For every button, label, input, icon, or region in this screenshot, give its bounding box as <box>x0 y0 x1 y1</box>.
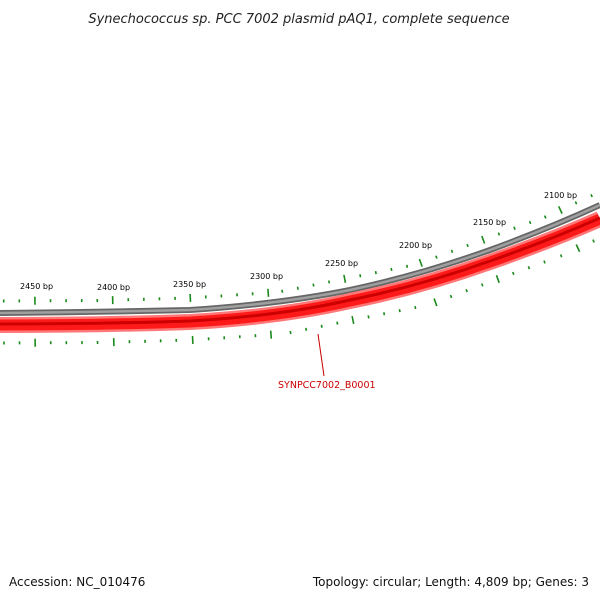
outer-scale-ticks <box>2 193 593 305</box>
scale-tick <box>543 260 546 264</box>
scale-tick <box>406 264 409 268</box>
scale-tick <box>559 254 563 258</box>
scale-tick <box>281 289 284 293</box>
scale-tick <box>592 239 595 243</box>
scale-tick <box>590 193 593 198</box>
scale-tick <box>481 235 486 244</box>
scale-label: 2400 bp <box>97 283 130 292</box>
scale-tick <box>450 249 454 253</box>
scale-tick <box>495 275 500 284</box>
scale-tick <box>543 215 547 219</box>
scale-tick <box>480 283 484 287</box>
scale-tick <box>367 315 370 319</box>
scale-tick <box>383 312 386 316</box>
scale-label: 2350 bp <box>173 280 206 289</box>
scale-tick <box>296 286 299 290</box>
scale-tick <box>449 294 453 299</box>
scale-tick <box>574 201 578 205</box>
scale-tick <box>398 309 401 313</box>
scale-tick <box>433 298 438 307</box>
scale-label: 2300 bp <box>250 272 283 281</box>
scale-tick <box>336 321 339 325</box>
scale-tick <box>351 315 355 325</box>
gene-label: SYNPCC7002_B0001 <box>278 380 376 391</box>
map-title: Synechococcus sp. PCC 7002 plasmid pAQ1,… <box>88 12 509 27</box>
scale-tick <box>269 330 273 339</box>
scale-tick <box>497 232 501 236</box>
scale-label: 2200 bp <box>399 241 432 250</box>
scale-tick <box>312 283 315 287</box>
scale-label: 2100 bp <box>544 191 577 200</box>
scale-tick <box>466 243 469 248</box>
scale-tick <box>528 220 532 225</box>
scale-tick <box>513 226 516 230</box>
scale-tick <box>465 289 468 293</box>
scale-tick <box>557 206 563 214</box>
scale-tick <box>320 324 323 328</box>
scale-tick <box>575 244 581 253</box>
scale-tick <box>305 327 308 331</box>
scale-tick <box>418 258 423 267</box>
scale-tick <box>343 274 347 283</box>
scale-tick <box>359 274 362 278</box>
gene-arc-core <box>0 216 600 326</box>
scale-label: 2250 bp <box>325 259 358 268</box>
accession-text: Accession: NC_010476 <box>9 575 145 589</box>
scale-tick <box>512 271 515 276</box>
scale-tick <box>328 280 331 284</box>
scale-tick <box>267 288 270 297</box>
scale-tick <box>435 255 438 259</box>
scale-tick <box>414 305 417 310</box>
scale-label: 2150 bp <box>473 218 506 227</box>
backbone-arc-highlight <box>0 203 600 315</box>
summary-text: Topology: circular; Length: 4,809 bp; Ge… <box>312 575 589 589</box>
scale-tick <box>390 267 393 272</box>
scale-tick <box>374 270 377 275</box>
gene-label-leader <box>317 333 325 377</box>
scale-label: 2450 bp <box>20 282 53 291</box>
scale-tick <box>289 330 292 335</box>
inner-scale-ticks <box>3 239 595 347</box>
scale-tick <box>527 266 531 270</box>
